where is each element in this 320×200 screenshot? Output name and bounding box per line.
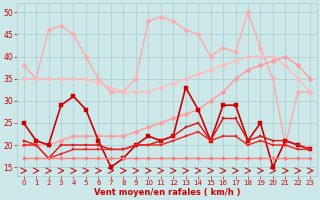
X-axis label: Vent moyen/en rafales ( km/h ): Vent moyen/en rafales ( km/h ) (94, 188, 240, 197)
